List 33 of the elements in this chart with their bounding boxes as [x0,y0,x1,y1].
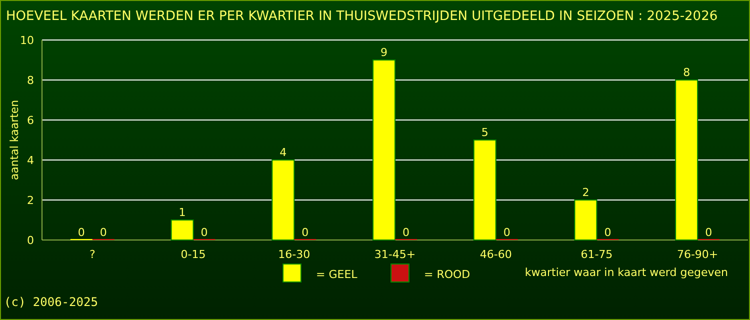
data-label: 4 [280,146,287,159]
data-label: 0 [705,226,712,239]
x-tick-label: 31-45+ [374,248,416,261]
x-tick-label: 76-90+ [676,248,718,261]
x-tick-label: 0-15 [180,248,206,261]
data-label: 9 [380,46,388,59]
y-axis-title: aantal kaarten [8,100,21,180]
x-tick-label: 46-60 [480,248,512,261]
x-tick-label: ? [90,248,96,261]
legend-label: = GEEL [316,268,358,281]
data-label: 2 [582,186,590,199]
x-tick-label: 16-30 [278,248,310,261]
y-tick-label: 10 [20,34,34,47]
data-label: 0 [302,226,309,239]
data-label: 0 [503,226,510,239]
y-tick-label: 6 [27,114,34,127]
data-label: 8 [683,66,690,79]
data-label: 0 [200,226,208,239]
text: (c) 2006-2025 [4,295,98,309]
chart-title: HOEVEEL KAARTEN WERDEN ER PER KWARTIER IN THUISWEDSTRIJDEN UITGEDEELD IN SEIZOEN : 2025-2026 [6,9,718,24]
y-tick-label: 2 [27,194,34,207]
data-label: 5 [481,126,488,139]
x-tick-label: 61-75 [580,248,613,261]
data-label: 0 [100,226,107,239]
y-tick-label: 8 [27,74,34,87]
x-axis-title: kwartier waar in kaart werd gegeven [524,266,728,279]
y-tick-label: 0 [27,234,34,247]
data-label: 1 [178,206,186,219]
y-tick-label: 4 [27,154,34,167]
data-label: 0 [604,226,612,239]
data-label: 0 [78,226,85,239]
data-label: 0 [402,226,410,239]
legend-label: = ROOD [424,268,470,281]
